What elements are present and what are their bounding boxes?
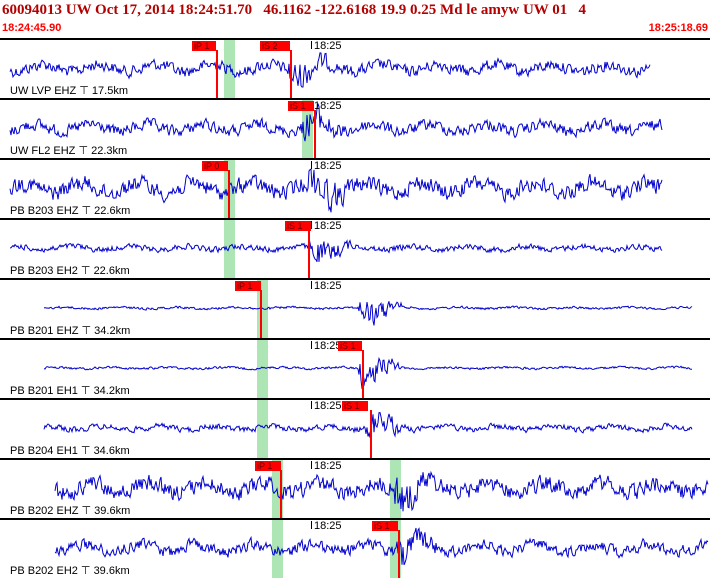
phase-pick-line[interactable]: [228, 170, 230, 218]
waveform-line: [43, 412, 693, 438]
header-bar: 60094013 UW Oct 17, 2014 18:24:51.70 46.…: [0, 0, 710, 38]
waveform-line: [9, 103, 663, 142]
seismogram-panel[interactable]: 18:25 iP 1 PB B201 EHZ ⊤ 34.2km: [0, 278, 710, 338]
phase-pick-flag[interactable]: iS 1: [338, 341, 362, 351]
time-mark: 18:25: [311, 160, 342, 172]
station-label: UW LVP EHZ ⊤ 17.5km: [10, 85, 128, 97]
phase-window-shade: [257, 340, 268, 398]
waveform-line: [54, 527, 709, 566]
waveform-line: [9, 238, 663, 263]
phase-window-shade: [390, 520, 401, 578]
phase-pick-flag[interactable]: iS 2: [260, 41, 290, 51]
phase-pick-flag[interactable]: iS 1: [342, 401, 368, 411]
waveform-trace: [9, 238, 663, 263]
phase-window-shade: [224, 40, 235, 98]
seismogram-panel[interactable]: 18:25 iP 1 PB B202 EHZ ⊤ 39.6km: [0, 458, 710, 518]
waveform-line: [9, 52, 651, 88]
waveform-trace: [54, 527, 709, 566]
time-mark: 18:25: [311, 220, 342, 232]
seismogram-panel[interactable]: 18:25 iS 1 PB B204 EH1 ⊤ 34.6km: [0, 398, 710, 458]
phase-pick-line[interactable]: [314, 110, 316, 158]
waveform-line: [43, 356, 693, 390]
waveform-trace: [43, 301, 693, 326]
seismogram-panel[interactable]: 18:25 iS 1 PB B202 EH2 ⊤ 39.6km: [0, 518, 710, 578]
phase-window-shade: [257, 280, 268, 338]
waveform-line: [54, 470, 709, 512]
waveform-trace: [43, 412, 693, 438]
time-mark: 18:25: [311, 460, 342, 472]
seismogram-panel[interactable]: 18:25 iS 1 UW FL2 EHZ ⊤ 22.3km: [0, 98, 710, 158]
phase-pick-flag[interactable]: iP 1: [235, 281, 261, 291]
event-title: 60094013 UW Oct 17, 2014 18:24:51.70 46.…: [2, 2, 587, 18]
phase-pick-line[interactable]: [370, 410, 372, 458]
waveform-trace: [9, 103, 663, 142]
seismogram-panel[interactable]: 18:25 iS 1 PB B203 EH2 ⊤ 22.6km: [0, 218, 710, 278]
phase-pick-flag[interactable]: iS 1: [372, 521, 398, 531]
station-label: PB B201 EH1 ⊤ 34.2km: [10, 385, 130, 397]
phase-pick-flag[interactable]: iP 0: [202, 161, 228, 171]
phase-pick-flag[interactable]: iS 1: [285, 221, 311, 231]
phase-pick-line[interactable]: [398, 530, 400, 578]
waveform-trace: [43, 356, 693, 390]
window-end-time: 18:25:18.69: [648, 22, 708, 34]
seismogram-panels[interactable]: 18:25 iP 1 iS 2 UW LVP EHZ ⊤ 17.5km 18:25 iS …: [0, 38, 710, 578]
station-label: PB B202 EH2 ⊤ 39.6km: [10, 565, 130, 577]
time-mark: 18:25: [311, 340, 342, 352]
phase-pick-flag[interactable]: iS 1: [288, 101, 314, 111]
seismogram-panel[interactable]: 18:25 iP 1 iS 2 UW LVP EHZ ⊤ 17.5km: [0, 38, 710, 98]
time-mark: 18:25: [311, 40, 342, 52]
phase-pick-line[interactable]: [308, 230, 310, 278]
station-label: PB B201 EHZ ⊤ 34.2km: [10, 325, 131, 337]
phase-pick-line[interactable]: [216, 50, 218, 98]
phase-window-shade: [302, 100, 313, 158]
phase-pick-line[interactable]: [260, 290, 262, 338]
phase-pick-flag[interactable]: iP 1: [192, 41, 216, 51]
station-label: PB B203 EHZ ⊤ 22.6km: [10, 205, 131, 217]
seismogram-panel[interactable]: 18:25 iP 0 PB B203 EHZ ⊤ 22.6km: [0, 158, 710, 218]
phase-pick-line[interactable]: [290, 50, 292, 98]
station-label: PB B204 EH1 ⊤ 34.6km: [10, 445, 130, 457]
waveform-line: [43, 301, 693, 326]
phase-pick-flag[interactable]: iP 1: [255, 461, 281, 471]
station-label: UW FL2 EHZ ⊤ 22.3km: [10, 145, 128, 157]
station-label: PB B203 EH2 ⊤ 22.6km: [10, 265, 130, 277]
time-mark: 18:25: [311, 280, 342, 292]
time-mark: 18:25: [311, 400, 342, 412]
station-label: PB B202 EHZ ⊤ 39.6km: [10, 505, 131, 517]
phase-window-shade: [257, 400, 268, 458]
window-start-time: 18:24:45.90: [2, 22, 62, 34]
waveform-trace: [9, 52, 651, 88]
phase-pick-line[interactable]: [280, 470, 282, 518]
waveform-trace: [54, 470, 709, 512]
phase-window-shade: [224, 220, 235, 278]
time-mark: 18:25: [311, 520, 342, 532]
seismogram-panel[interactable]: 18:25 iS 1 PB B201 EH1 ⊤ 34.2km: [0, 338, 710, 398]
phase-pick-line[interactable]: [362, 350, 364, 398]
waveform-trace: [9, 168, 663, 213]
waveform-line: [9, 168, 663, 213]
time-mark: 18:25: [311, 100, 342, 112]
